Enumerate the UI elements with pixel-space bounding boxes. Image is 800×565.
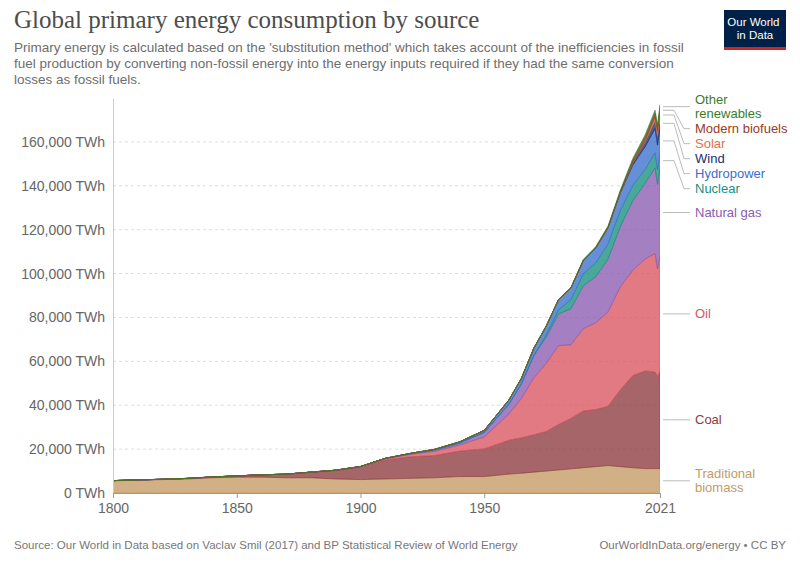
- series-label: Traditional biomass: [695, 466, 759, 495]
- series-label: Hydropower: [695, 166, 766, 181]
- tick-mark: [660, 493, 661, 498]
- tick: 80,000 TWh: [29, 309, 113, 325]
- series-label-line: Solar: [695, 136, 726, 151]
- leader-line: [663, 106, 690, 107]
- tick: 60,000 TWh: [29, 353, 113, 369]
- tick: 20,000 TWh: [29, 441, 113, 457]
- series-label-line: Oil: [695, 306, 711, 321]
- source: Source: Our World in Data based on Vacla…: [14, 539, 518, 551]
- tick-label: 80,000 TWh: [29, 309, 105, 325]
- tick: 1900: [345, 493, 376, 516]
- series-label: Solar: [695, 136, 726, 151]
- plot-area: [113, 105, 660, 493]
- y-axis: 0 TWh 20,000 TWh 40,000 TWh 60,000 TWh 80,00…: [21, 99, 113, 501]
- tick-label: 20,000 TWh: [29, 441, 105, 457]
- tick: 140,000 TWh: [21, 178, 113, 194]
- logo-background: [724, 10, 786, 50]
- x-axis: 1800 1850 1900 1950 2021: [98, 493, 676, 516]
- tick: 1950: [469, 493, 500, 516]
- tick-label: 160,000 TWh: [21, 134, 105, 150]
- tick-mark: [113, 493, 114, 498]
- tick-label: 40,000 TWh: [29, 397, 105, 413]
- area: [113, 153, 660, 481]
- chart-container: Global primary energy consumption by sou…: [0, 0, 800, 565]
- logo-text: Our World in Data: [727, 16, 782, 41]
- series-label: Wind: [695, 151, 725, 166]
- logo-stripe: [724, 47, 786, 50]
- series-label-line: Hydropower: [695, 166, 766, 181]
- series-label-line: Traditional: [695, 466, 759, 481]
- grid-line: [113, 185, 660, 186]
- tick: 40,000 TWh: [29, 397, 113, 413]
- tick-label: 120,000 TWh: [21, 222, 105, 238]
- series-labels: Other renewablesModern biofuelsSolarWind…: [663, 92, 788, 495]
- tick: 1800: [98, 493, 129, 516]
- series-label-line: Coal: [695, 412, 722, 427]
- logo-line: Our World: [727, 16, 782, 28]
- series-label-line: Other: [695, 92, 731, 107]
- tick-label: 0 TWh: [64, 485, 105, 501]
- tick-label: 1850: [222, 500, 253, 516]
- leader-line: [663, 313, 690, 314]
- tick-label: 2021: [645, 500, 676, 516]
- leader-line: [663, 212, 690, 213]
- leader-line: [663, 419, 690, 420]
- logo: Our World in Data: [724, 10, 786, 50]
- area: [113, 118, 660, 481]
- tick-label: 140,000 TWh: [21, 178, 105, 194]
- leader-line: [663, 115, 690, 144]
- area: [113, 129, 660, 481]
- chart: Global primary energy consumption by sou…: [0, 0, 800, 565]
- axis-line: [113, 99, 114, 494]
- subtitle: Primary energy is calculated based on th…: [14, 40, 688, 87]
- series-label: Nuclear: [695, 181, 740, 196]
- tick-label: 60,000 TWh: [29, 353, 105, 369]
- series-label: Oil: [695, 306, 711, 321]
- series-label-line: renewables: [695, 106, 762, 121]
- series-label-line: Wind: [695, 151, 725, 166]
- grid-line: [113, 141, 660, 142]
- leader-line: [663, 480, 690, 481]
- credit: OurWorldInData.org/energy • CC BY: [599, 539, 786, 551]
- series-label-line: Modern biofuels: [695, 121, 788, 136]
- subtitle-line: fuel production by converting non-fossil…: [14, 56, 677, 71]
- series-label-line: Natural gas: [695, 205, 762, 220]
- series-label: Natural gas: [695, 205, 762, 220]
- tick: 160,000 TWh: [21, 134, 113, 150]
- tick-label: 1950: [469, 500, 500, 516]
- tick-mark: [237, 493, 238, 498]
- tick: 2021: [645, 493, 676, 516]
- series-label: Other renewables: [695, 92, 762, 121]
- tick-label: 1800: [98, 500, 129, 516]
- grid: [113, 142, 660, 493]
- subtitle-line: Primary energy is calculated based on th…: [14, 40, 688, 55]
- tick-label: 1900: [345, 500, 376, 516]
- leader-line: [663, 110, 690, 128]
- series-label-line: biomass: [695, 480, 744, 495]
- tick-label: 100,000 TWh: [21, 266, 105, 282]
- tick: 120,000 TWh: [21, 222, 113, 238]
- title: Global primary energy consumption by sou…: [14, 6, 479, 33]
- series-label: Coal: [695, 412, 722, 427]
- area: [113, 168, 660, 481]
- area: [113, 105, 660, 481]
- tick: 0 TWh: [64, 485, 113, 501]
- series-label: Modern biofuels: [695, 121, 788, 136]
- tick: 100,000 TWh: [21, 266, 113, 282]
- series-label-line: Nuclear: [695, 181, 740, 196]
- axis-line: [114, 494, 661, 499]
- area: [113, 109, 660, 481]
- tick-mark: [484, 493, 485, 498]
- subtitle-line: losses as fossil fuels.: [14, 72, 141, 87]
- logo-line: in Data: [737, 29, 774, 41]
- tick-mark: [361, 493, 362, 498]
- tick: 1850: [222, 493, 253, 516]
- area: [113, 112, 660, 481]
- grid-line: [113, 229, 660, 230]
- leader-line: [663, 161, 690, 189]
